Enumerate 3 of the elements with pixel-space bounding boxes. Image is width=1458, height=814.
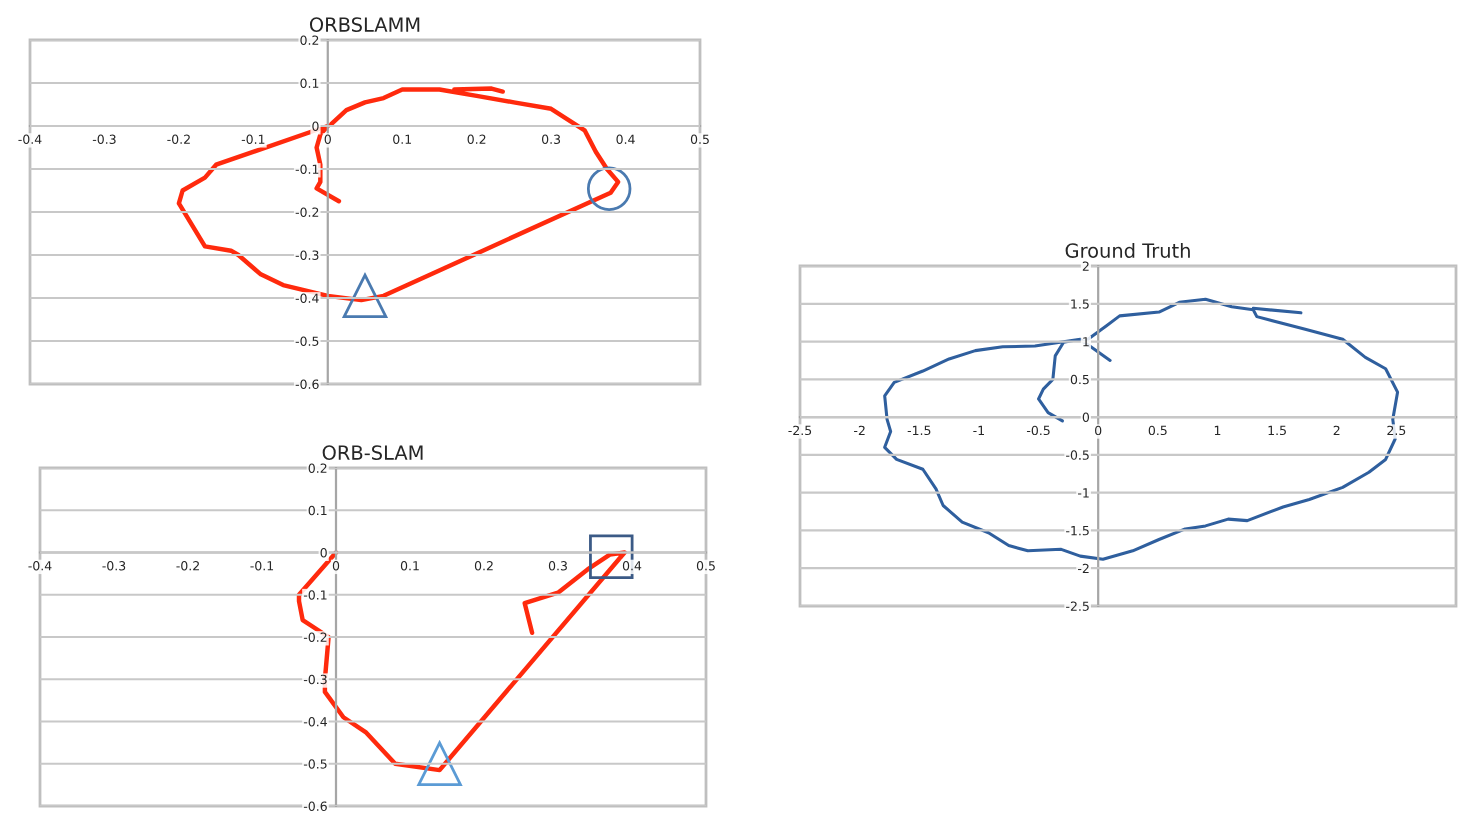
chart-title: Ground Truth	[1065, 242, 1190, 258]
chart-title: ORB-SLAM	[322, 445, 423, 460]
chart-title: ORBSLAMM	[309, 17, 420, 32]
